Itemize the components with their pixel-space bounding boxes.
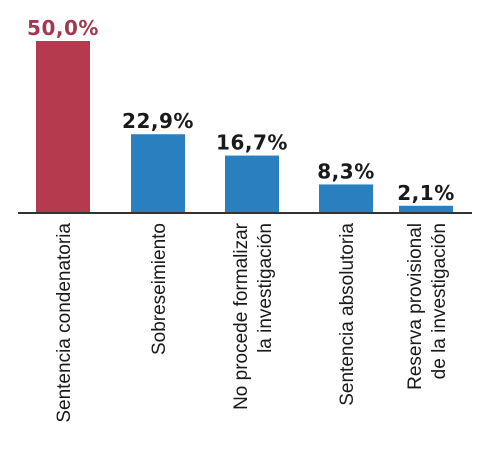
value-label-3: 16,7% xyxy=(216,131,288,155)
bar-2 xyxy=(131,134,185,213)
value-label-4: 8,3% xyxy=(317,159,374,183)
category-label-4-line-1: Sentencia absolutoria xyxy=(337,223,358,406)
value-label-1: 50,0% xyxy=(27,16,99,40)
category-label-3-line-2: la investigación xyxy=(255,223,276,353)
category-label-5: Reserva provisional de la investigación xyxy=(405,223,450,390)
bar-3 xyxy=(225,155,279,213)
category-label-4: Sentencia absolutoria xyxy=(337,223,358,406)
category-label-3: No procede formalizar la investigación xyxy=(231,222,276,410)
category-label-3-line-1: No procede formalizar xyxy=(231,222,252,410)
category-label-5-line-2: de la investigación xyxy=(429,223,450,379)
value-labels-layer: 50,0% 22,9% 16,7% 8,3% 2,1% xyxy=(27,16,454,205)
value-label-2: 22,9% xyxy=(122,109,194,133)
bar-4 xyxy=(319,184,373,213)
category-labels-layer: Sentencia condenatoria Sobreseimiento No p… xyxy=(54,222,450,422)
category-label-2-line-1: Sobreseimiento xyxy=(149,223,170,355)
category-label-2: Sobreseimiento xyxy=(149,223,170,355)
category-label-5-line-1: Reserva provisional xyxy=(405,223,426,390)
bar-5 xyxy=(399,205,453,213)
value-label-5: 2,1% xyxy=(397,181,454,205)
category-label-1: Sentencia condenatoria xyxy=(54,223,75,423)
category-label-1-line-1: Sentencia condenatoria xyxy=(54,223,75,423)
bar-1 xyxy=(36,41,90,213)
bars-layer xyxy=(36,41,453,213)
